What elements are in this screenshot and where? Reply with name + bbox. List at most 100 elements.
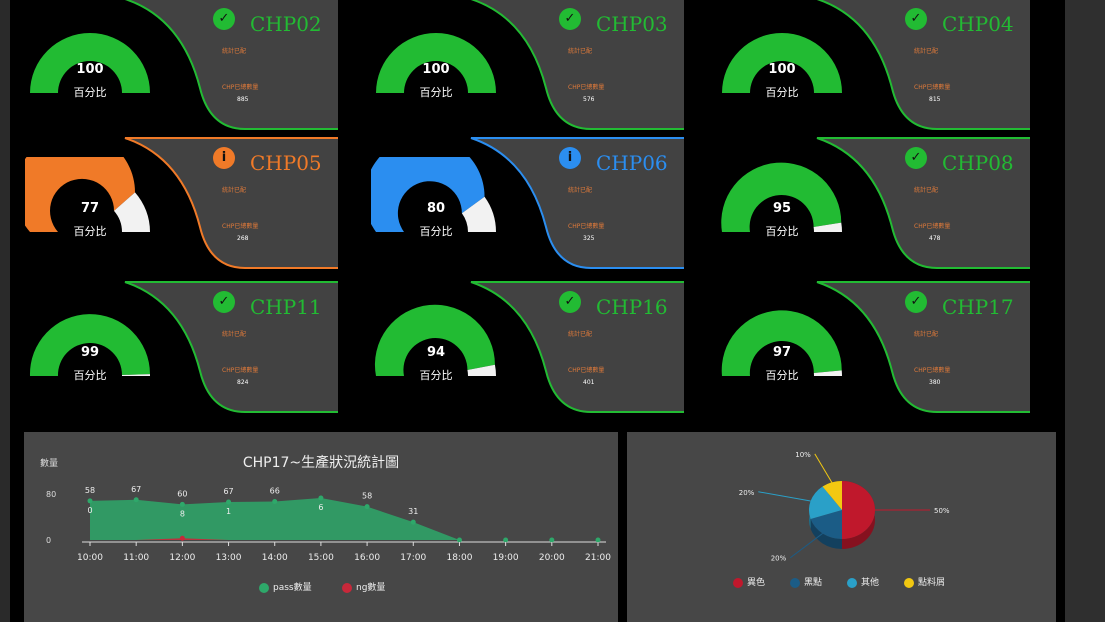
data-point	[87, 498, 93, 504]
panel-background	[816, 281, 1030, 413]
machine-panel-chp05[interactable]: 77 百分比 i CHP05 統計已配 CHP已總數量 268	[20, 137, 338, 269]
gauge-value: 94	[426, 345, 446, 360]
machine-panel-chp17[interactable]: 97 百分比 ✓ CHP17 統計已配 CHP已總數量 380	[712, 281, 1030, 413]
gauge	[376, 33, 496, 93]
pie-chart: 50% 20% 20% 10%	[739, 451, 950, 563]
pie-data-label: 20%	[771, 555, 787, 563]
pie-slice	[822, 481, 842, 510]
x-tick-label: 21:00	[585, 553, 611, 563]
gauge-track	[813, 222, 842, 232]
panel-title: CHP04	[942, 12, 1014, 36]
data-label: 31	[408, 507, 418, 516]
legend-pass-label: pass數量	[273, 583, 312, 593]
machine-panel-chp04[interactable]: 100 百分比 ✓ CHP04 統計已配 CHP已總數量 815	[712, 0, 1030, 130]
panel-label-total: CHP已總數量	[568, 367, 605, 374]
gauge-unit: 百分比	[419, 86, 453, 99]
legend-pass[interactable]: pass數量	[259, 580, 312, 593]
panel-label-status: 統計已配	[914, 48, 939, 55]
panel-label-status: 統計已配	[222, 187, 247, 194]
x-tick-label: 19:00	[493, 553, 519, 563]
panel-label-status: 統計已配	[914, 331, 939, 338]
panel-label-total: CHP已總數量	[222, 223, 259, 230]
x-tick-label: 16:00	[354, 553, 380, 563]
gauge-unit: 百分比	[765, 369, 799, 382]
data-point	[410, 519, 416, 525]
machine-panel-chp16[interactable]: 94 百分比 ✓ CHP16 統計已配 CHP已總數量 401	[366, 281, 684, 413]
gauge-fill	[25, 157, 136, 232]
pie-leader-line	[814, 453, 833, 483]
production-chart-panel: CHP17~生產狀況統計圖 數量 0 80 58 67 60 67 66 58 31 0 8 1 6 10:…	[24, 432, 618, 622]
gauge-value: 100	[422, 62, 450, 77]
data-point	[272, 498, 278, 504]
panel-count: 325	[583, 235, 595, 242]
info-circle-icon: i	[559, 147, 581, 169]
panel-title: CHP11	[250, 295, 322, 319]
legend-marker	[847, 577, 857, 588]
y-axis-label: 數量	[40, 457, 58, 469]
x-tick-label: 12:00	[169, 553, 195, 563]
data-label: 60	[177, 489, 187, 498]
x-tick-label: 18:00	[446, 553, 472, 563]
machine-panel-chp06[interactable]: 80 百分比 i CHP06 統計已配 CHP已總數量 325	[366, 137, 684, 269]
inner-data-label: 8	[180, 509, 185, 518]
scrollbar[interactable]	[1065, 0, 1105, 622]
x-tick-label: 11:00	[123, 553, 149, 563]
gauge-unit: 百分比	[765, 225, 799, 238]
legend-ng[interactable]: ng數量	[342, 580, 385, 593]
gauge	[721, 310, 842, 376]
data-point	[133, 497, 139, 503]
panel-title: CHP03	[596, 12, 668, 36]
gauge-unit: 百分比	[73, 369, 107, 382]
gauge-fill	[30, 33, 150, 93]
pie-leader-line	[758, 491, 811, 502]
pie-data-label: 10%	[795, 451, 811, 459]
panel-label-status: 統計已配	[222, 48, 247, 55]
legend-marker	[790, 577, 800, 588]
pie-slice-side	[810, 518, 842, 549]
pie-data-label: 20%	[739, 489, 755, 497]
panel-background	[816, 137, 1030, 269]
legend-label: 點料屑	[918, 578, 946, 588]
pie-leader-line	[789, 533, 823, 559]
panel-background	[124, 137, 338, 269]
gauge	[374, 304, 496, 376]
data-label: 67	[131, 485, 141, 494]
data-label: 58	[362, 492, 372, 501]
machine-panel-chp02[interactable]: 100 百分比 ✓ CHP02 統計已配 CHP已總數量 885	[20, 0, 338, 130]
panel-title: CHP02	[250, 12, 322, 36]
data-point	[226, 499, 232, 505]
panel-label-total: CHP已總數量	[568, 84, 605, 91]
y-tick-label: 80	[46, 490, 56, 499]
legend-marker	[733, 577, 743, 588]
pie-slice	[809, 486, 842, 519]
pie-legend-item[interactable]: 黑點	[790, 575, 822, 588]
pie-legend-item[interactable]: 點料屑	[904, 575, 945, 588]
panel-label-status: 統計已配	[914, 187, 939, 194]
panel-background	[124, 0, 338, 130]
panel-background	[470, 137, 684, 269]
panel-count: 268	[237, 235, 249, 242]
gauge	[30, 33, 150, 93]
x-tick-label: 13:00	[216, 553, 242, 563]
panel-background	[470, 281, 684, 413]
panel-label-total: CHP已總數量	[914, 367, 951, 374]
machine-panel-chp03[interactable]: 100 百分比 ✓ CHP03 統計已配 CHP已總數量 576	[366, 0, 684, 130]
gauge	[29, 314, 150, 376]
gauge-track	[114, 192, 150, 232]
pie-legend-item[interactable]: 其他	[847, 575, 879, 588]
check-circle-icon: ✓	[213, 8, 235, 30]
pie-legend-item[interactable]: 異色	[733, 575, 765, 588]
check-circle-icon: ✓	[905, 291, 927, 313]
gauge-value: 100	[76, 62, 104, 77]
gauge-fill	[721, 162, 842, 232]
legend-ng-label: ng數量	[356, 583, 386, 593]
panel-count: 380	[929, 379, 941, 386]
series-area-0	[90, 498, 598, 540]
machine-panel-chp08[interactable]: 95 百分比 ✓ CHP08 統計已配 CHP已總數量 478	[712, 137, 1030, 269]
machine-panel-chp11[interactable]: 99 百分比 ✓ CHP11 統計已配 CHP已總數量 824	[20, 281, 338, 413]
data-label: 66	[270, 486, 280, 495]
gauge-unit: 百分比	[419, 225, 453, 238]
legend-label: 其他	[861, 578, 880, 588]
panel-count: 885	[237, 96, 249, 103]
panel-title: CHP08	[942, 151, 1014, 175]
